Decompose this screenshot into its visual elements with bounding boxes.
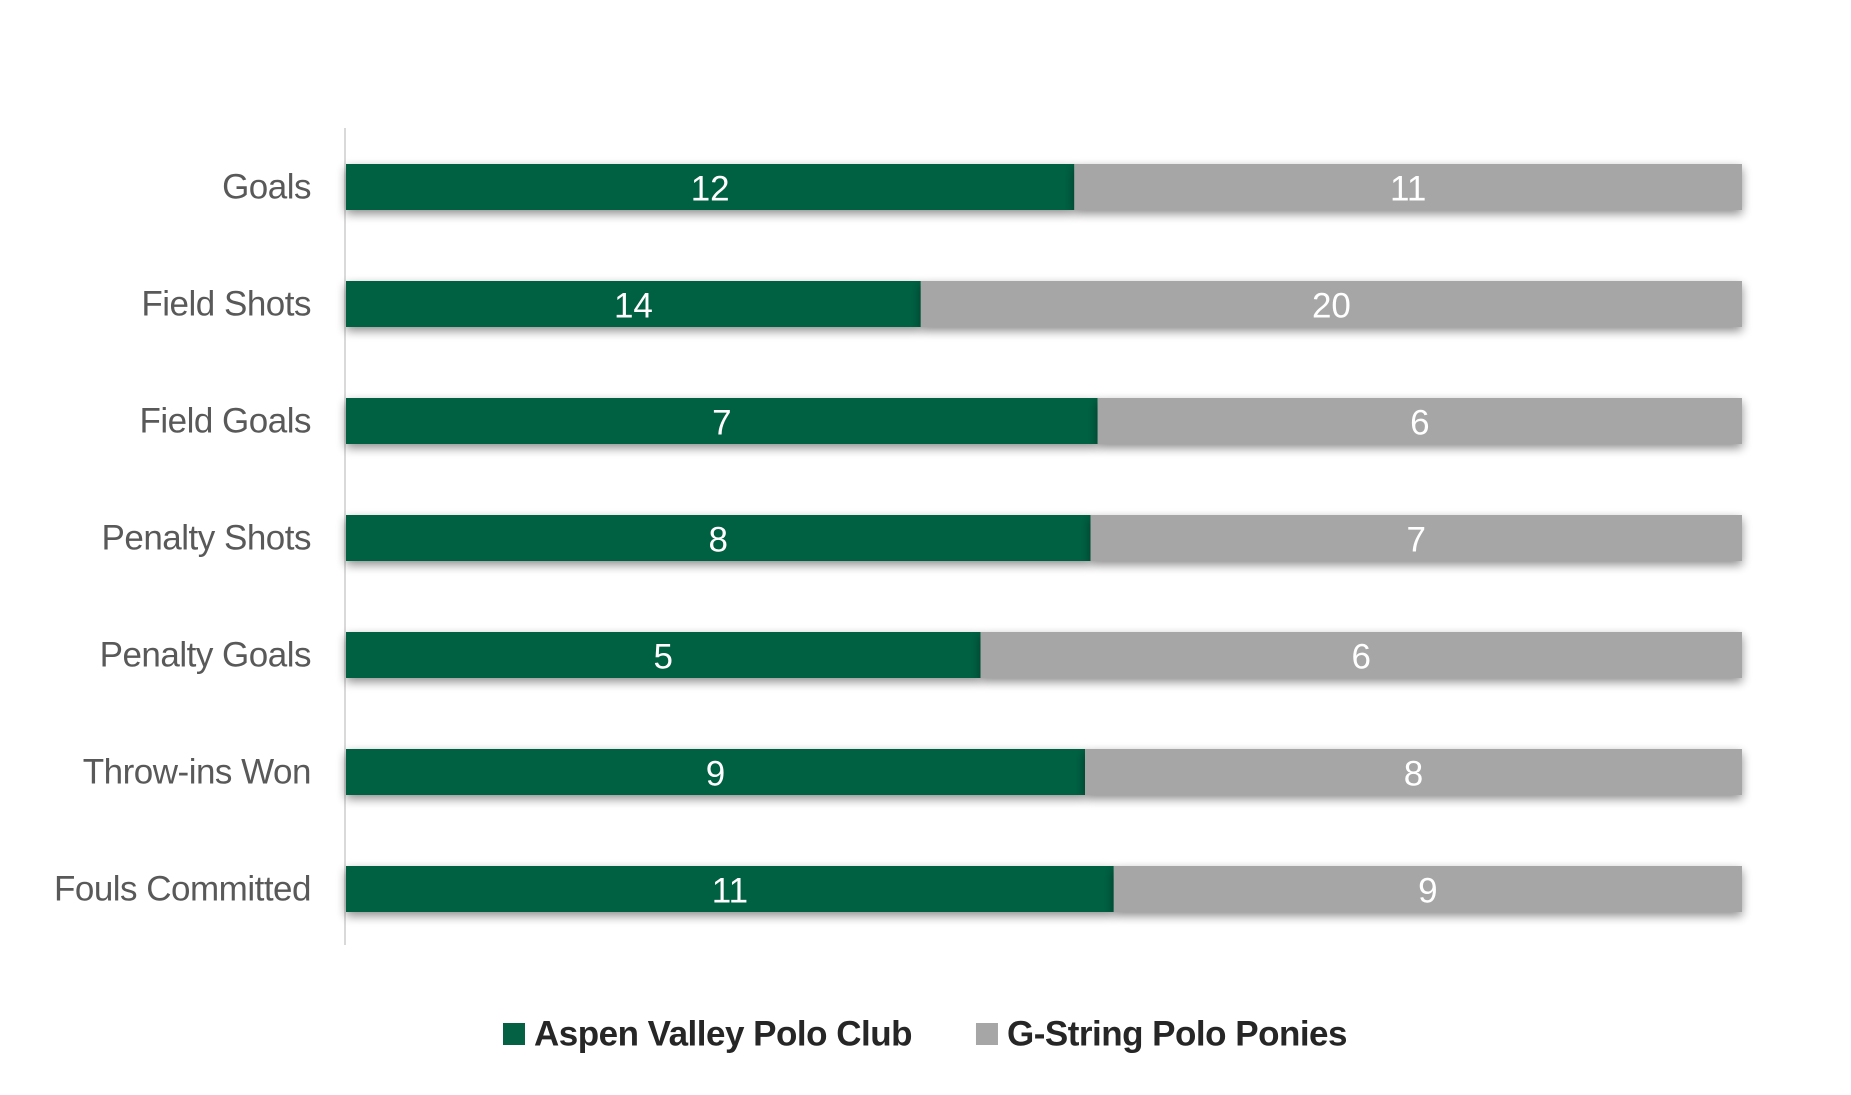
category-label-penalty-shots: Penalty Shots bbox=[102, 519, 311, 558]
data-label-g-string-polo-ponies-penalty-goals: 6 bbox=[1352, 638, 1371, 677]
data-label-g-string-polo-ponies-field-goals: 6 bbox=[1410, 404, 1429, 443]
category-labels-layer: Goals 12 11 Field Shots 14 20 Field Goals 7 6 Pen… bbox=[54, 168, 1438, 911]
category-label-penalty-goals: Penalty Goals bbox=[100, 636, 311, 675]
category-label-fouls-committed: Fouls Committed bbox=[54, 870, 311, 909]
bar-aspen-valley-polo-club-field-shots bbox=[346, 281, 921, 327]
legend-key-aspen-valley-polo-club bbox=[502, 1023, 525, 1045]
data-label-aspen-valley-polo-club-penalty-shots: 8 bbox=[709, 521, 728, 560]
bar-g-string-polo-ponies-field-goals bbox=[1097, 398, 1742, 444]
data-label-aspen-valley-polo-club-penalty-goals: 5 bbox=[654, 638, 673, 677]
bar-g-string-polo-ponies-penalty-shots bbox=[1090, 515, 1742, 561]
data-label-aspen-valley-polo-club-throw-ins-won: 9 bbox=[706, 755, 725, 794]
data-label-g-string-polo-ponies-throw-ins-won: 8 bbox=[1404, 755, 1423, 794]
bar-g-string-polo-ponies-fouls-committed bbox=[1113, 866, 1742, 912]
data-label-aspen-valley-polo-club-fouls-committed: 11 bbox=[712, 872, 748, 911]
bar-aspen-valley-polo-club-penalty-shots bbox=[346, 515, 1091, 561]
category-label-throw-ins-won: Throw-ins Won bbox=[83, 753, 311, 792]
bar-aspen-valley-polo-club-penalty-goals bbox=[346, 632, 981, 678]
bar-g-string-polo-ponies-throw-ins-won bbox=[1085, 749, 1742, 795]
category-label-field-goals: Field Goals bbox=[139, 402, 311, 441]
bar-g-string-polo-ponies-goals bbox=[1074, 164, 1742, 210]
category-label-field-shots: Field Shots bbox=[141, 285, 311, 324]
bar-g-string-polo-ponies-field-shots bbox=[920, 281, 1742, 327]
bar-aspen-valley-polo-club-field-goals bbox=[346, 398, 1098, 444]
bar-g-string-polo-ponies-penalty-goals bbox=[980, 632, 1742, 678]
legend-label-g-string-polo-ponies: G-String Polo Ponies bbox=[1007, 1015, 1347, 1054]
legend-label-aspen-valley-polo-club: Aspen Valley Polo Club bbox=[534, 1015, 912, 1054]
data-label-aspen-valley-polo-club-field-shots: 14 bbox=[614, 287, 653, 326]
bar-aspen-valley-polo-club-throw-ins-won bbox=[346, 749, 1086, 795]
bar-aspen-valley-polo-club-fouls-committed bbox=[346, 866, 1114, 912]
legend-key-g-string-polo-ponies bbox=[975, 1023, 998, 1045]
data-label-g-string-polo-ponies-fouls-committed: 9 bbox=[1418, 872, 1437, 911]
data-label-g-string-polo-ponies-goals: 11 bbox=[1390, 170, 1426, 209]
data-label-g-string-polo-ponies-penalty-shots: 7 bbox=[1407, 521, 1426, 560]
category-label-goals: Goals bbox=[222, 168, 311, 207]
data-label-aspen-valley-polo-club-field-goals: 7 bbox=[712, 404, 731, 443]
data-label-aspen-valley-polo-club-goals: 12 bbox=[691, 170, 730, 209]
legend: Aspen Valley Polo Club G-String Polo Poni… bbox=[502, 1015, 1348, 1054]
bars-layer bbox=[346, 164, 1742, 912]
bar-aspen-valley-polo-club-goals bbox=[346, 164, 1075, 210]
data-label-g-string-polo-ponies-field-shots: 20 bbox=[1312, 287, 1351, 326]
